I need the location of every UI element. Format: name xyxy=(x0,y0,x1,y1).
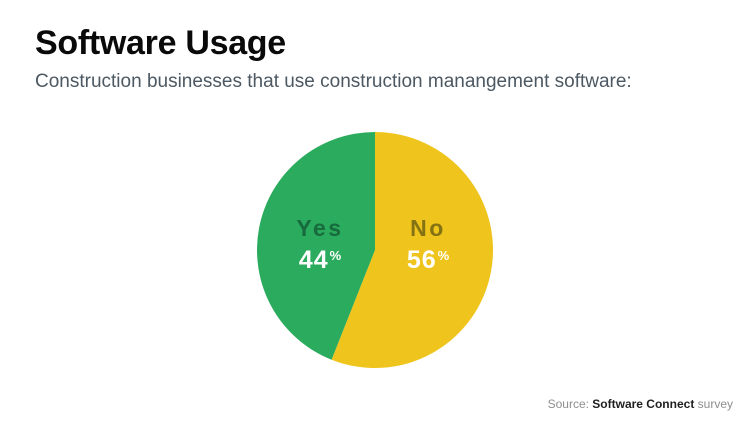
source-name: Software Connect xyxy=(592,397,695,411)
page-title: Software Usage xyxy=(35,24,286,62)
pie-slice-yes xyxy=(257,132,375,360)
pie-chart-svg xyxy=(257,132,493,368)
page-subtitle: Construction businesses that use constru… xyxy=(35,71,632,92)
pie-slice-no xyxy=(331,132,493,368)
pie-chart: Yes 44% No 56% xyxy=(257,132,493,368)
source-suffix: survey xyxy=(697,397,733,411)
source-prefix: Source: xyxy=(547,397,589,411)
source-attribution: Source: Software Connect survey xyxy=(548,397,733,411)
